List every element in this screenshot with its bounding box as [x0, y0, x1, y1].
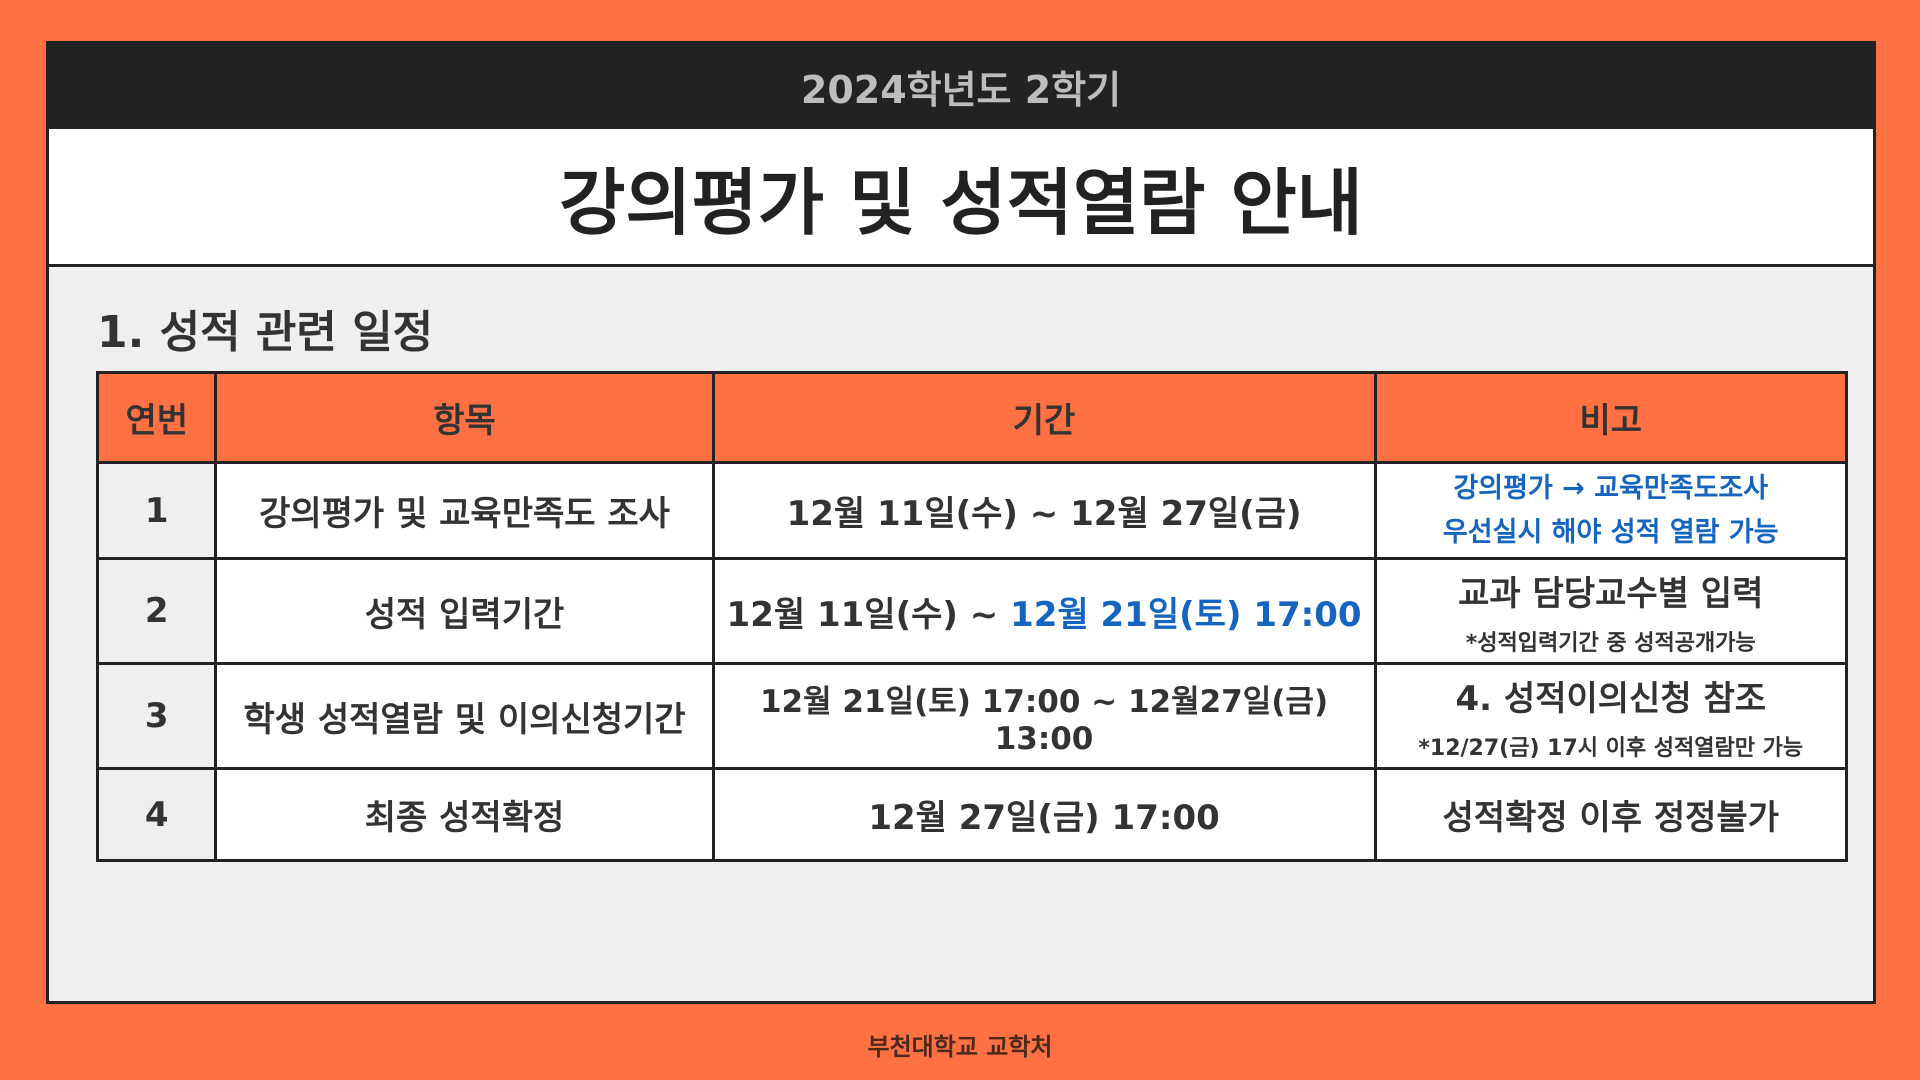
note-main: 성적확정 이후 정정불가 [1442, 798, 1779, 838]
column-header-period: 기간 [711, 371, 1377, 464]
note-sub: *성적입력기간 중 성적공개가능 [1465, 630, 1756, 656]
row-number: 3 [95, 662, 218, 770]
schedule-table: 연번 항목 기간 비고 1 강의평가 및 교육만족도 조사 12월 11일(수)… [95, 371, 1849, 862]
table-row: 3 학생 성적열람 및 이의신청기간 12월 21일(토) 17:00 ~ 12… [95, 662, 1849, 770]
term-bar: 2024학년도 2학기 [49, 44, 1873, 129]
row-period: 12월 11일(수) ~ 12월 21일(토) 17:00 [711, 557, 1377, 665]
table-row: 1 강의평가 및 교육만족도 조사 12월 11일(수) ~ 12월 27일(금… [95, 461, 1849, 560]
row-item: 최종 성적확정 [214, 767, 715, 862]
note-line: 우선실시 해야 성적 열람 가능 [1442, 516, 1779, 548]
row-item: 강의평가 및 교육만족도 조사 [214, 461, 715, 560]
row-note: 교과 담당교수별 입력 *성적입력기간 중 성적공개가능 [1373, 557, 1849, 665]
table-row: 2 성적 입력기간 12월 11일(수) ~ 12월 21일(토) 17:00 … [95, 557, 1849, 665]
term-label: 2024학년도 2학기 [800, 68, 1122, 112]
row-period: 12월 11일(수) ~ 12월 27일(금) [711, 461, 1377, 560]
column-header-no: 연번 [95, 371, 218, 464]
row-period: 12월 27일(금) 17:00 [711, 767, 1377, 862]
footer-credit: 부천대학교 교학처 [867, 1033, 1053, 1061]
note-sub: *12/27(금) 17시 이후 성적열람만 가능 [1418, 735, 1804, 761]
title-bar: 강의평가 및 성적열람 안내 [49, 129, 1873, 267]
page-title: 강의평가 및 성적열람 안내 [559, 161, 1363, 245]
column-header-item: 항목 [214, 371, 715, 464]
period-start: 12월 11일(수) ~ [726, 594, 1011, 635]
note-line: 강의평가 → 교육만족도조사 [1453, 472, 1769, 504]
row-note: 4. 성적이의신청 참조 *12/27(금) 17시 이후 성적열람만 가능 [1373, 662, 1849, 770]
table-header-row: 연번 항목 기간 비고 [95, 371, 1849, 464]
note-main: 교과 담당교수별 입력 [1458, 573, 1764, 614]
row-item: 학생 성적열람 및 이의신청기간 [214, 662, 715, 770]
table-row: 4 최종 성적확정 12월 27일(금) 17:00 성적확정 이후 정정불가 [95, 767, 1849, 862]
column-header-note: 비고 [1373, 371, 1849, 464]
section-heading: 1. 성적 관련 일정 [97, 307, 434, 358]
row-number: 2 [95, 557, 218, 665]
row-item: 성적 입력기간 [214, 557, 715, 665]
note-main: 4. 성적이의신청 참조 [1455, 678, 1767, 719]
row-period: 12월 21일(토) 17:00 ~ 12월27일(금) 13:00 [711, 662, 1377, 770]
row-note: 강의평가 → 교육만족도조사 우선실시 해야 성적 열람 가능 [1373, 461, 1849, 560]
row-number: 1 [95, 461, 218, 560]
period-end: 12월 21일(토) 17:00 [1010, 594, 1362, 635]
row-number: 4 [95, 767, 218, 862]
row-note: 성적확정 이후 정정불가 [1373, 767, 1849, 862]
notice-card: 2024학년도 2학기 강의평가 및 성적열람 안내 1. 성적 관련 일정 연… [46, 41, 1876, 1004]
